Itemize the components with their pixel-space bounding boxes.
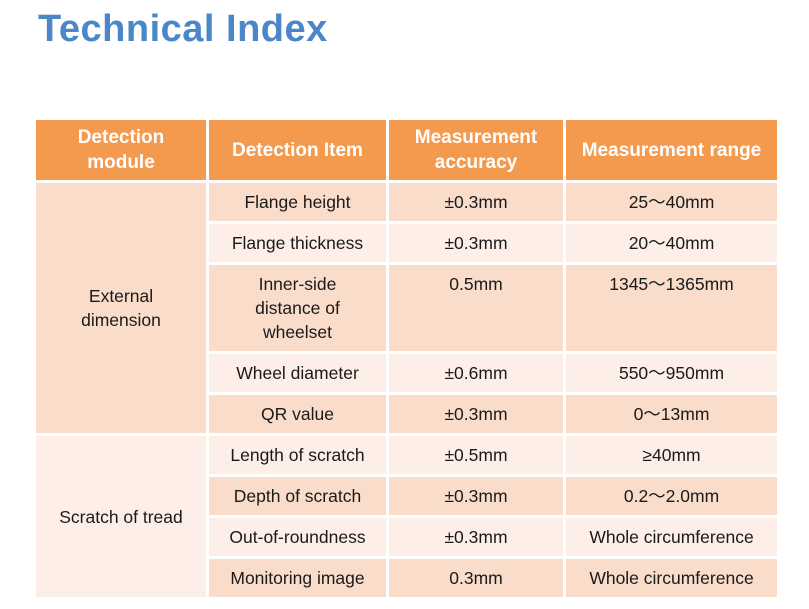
- table-row: Inner-side distance of wheelset 0.5mm 13…: [35, 262, 780, 354]
- detection-item-cell: Out-of-roundness: [206, 515, 389, 559]
- page-title: Technical Index: [38, 8, 328, 50]
- detection-item-cell: Inner-side distance of wheelset: [206, 262, 389, 354]
- detection-item-cell: Flange thickness: [206, 221, 389, 265]
- header-row: Detection module Detection Item Measurem…: [33, 117, 780, 183]
- accuracy-cell: ±0.3mm: [386, 221, 566, 265]
- accuracy-cell: ±0.5mm: [386, 433, 566, 477]
- range-cell: Whole circumference: [563, 556, 780, 600]
- table-row: Flange thickness ±0.3mm 20～40mm: [35, 221, 780, 265]
- range-cell: 0～13mm: [563, 392, 780, 436]
- table-row: Scratch of tread Length of scratch ±0.5m…: [33, 433, 780, 600]
- table-row: Out-of-roundness ±0.3mm Whole circumfere…: [35, 515, 780, 559]
- accuracy-cell: ±0.6mm: [386, 351, 566, 395]
- detection-item-cell: QR value: [206, 392, 389, 436]
- technical-index-table: Detection module Detection Item Measurem…: [33, 117, 780, 600]
- detection-item-cell: Monitoring image: [206, 556, 389, 600]
- column-header-measurement-range: Measurement range: [563, 117, 780, 183]
- column-header-measurement-accuracy: Measurement accuracy: [386, 117, 566, 183]
- range-cell: ≥40mm: [563, 433, 780, 477]
- table-row: External dimension Flange height ±0.3mm …: [33, 180, 780, 436]
- table-row: QR value ±0.3mm 0～13mm: [35, 392, 780, 436]
- accuracy-cell: ±0.3mm: [386, 180, 566, 224]
- table-row: Wheel diameter ±0.6mm 550～950mm: [35, 351, 780, 395]
- table-row: Depth of scratch ±0.3mm 0.2～2.0mm: [35, 474, 780, 518]
- accuracy-cell: ±0.3mm: [386, 474, 566, 518]
- detection-item-cell: Length of scratch: [206, 433, 389, 477]
- accuracy-cell: 0.3mm: [386, 556, 566, 600]
- detection-item-cell: Wheel diameter: [206, 351, 389, 395]
- range-cell: Whole circumference: [563, 515, 780, 559]
- accuracy-cell: ±0.3mm: [386, 392, 566, 436]
- range-cell: 1345～1365mm: [563, 262, 780, 354]
- accuracy-cell: 0.5mm: [386, 262, 566, 354]
- detection-item-cell: Depth of scratch: [206, 474, 389, 518]
- module-cell-scratch-of-tread: Scratch of tread: [33, 433, 209, 600]
- detection-item-cell: Flange height: [206, 180, 389, 224]
- accuracy-cell: ±0.3mm: [386, 515, 566, 559]
- range-cell: 20～40mm: [563, 221, 780, 265]
- range-cell: 550～950mm: [563, 351, 780, 395]
- column-header-detection-item: Detection Item: [206, 117, 389, 183]
- module-cell-external-dimension: External dimension: [33, 180, 209, 436]
- range-cell: 0.2～2.0mm: [563, 474, 780, 518]
- column-header-detection-module: Detection module: [33, 117, 209, 183]
- table-row: Monitoring image 0.3mm Whole circumferen…: [35, 556, 780, 600]
- range-cell: 25～40mm: [563, 180, 780, 224]
